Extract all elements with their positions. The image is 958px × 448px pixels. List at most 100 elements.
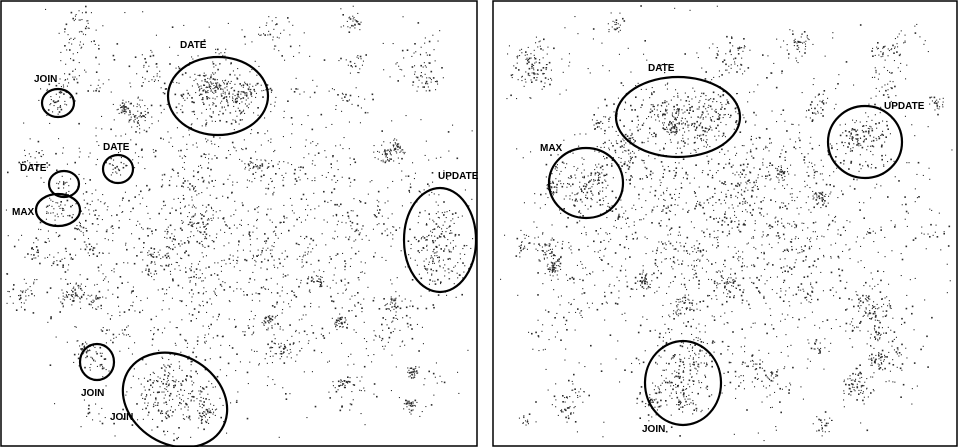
data-point — [375, 335, 377, 337]
data-point — [110, 226, 112, 228]
data-point — [401, 179, 403, 181]
data-point — [66, 296, 69, 298]
data-point — [151, 230, 153, 233]
data-point — [275, 234, 277, 236]
data-point — [709, 197, 711, 199]
data-point — [45, 8, 47, 10]
data-point — [142, 259, 144, 261]
data-point — [237, 68, 239, 70]
data-point — [388, 308, 390, 310]
data-point — [248, 233, 250, 235]
data-point — [409, 228, 411, 231]
data-point — [298, 176, 300, 178]
data-point — [751, 355, 753, 357]
data-point — [399, 345, 401, 347]
data-point — [784, 205, 787, 207]
data-point — [219, 137, 221, 139]
data-point — [103, 203, 105, 205]
data-point — [157, 328, 159, 331]
data-point — [656, 363, 658, 365]
data-point — [351, 295, 353, 297]
data-point — [679, 147, 681, 149]
data-point — [180, 388, 182, 390]
data-point — [130, 86, 132, 88]
data-point — [124, 113, 126, 115]
data-point — [76, 294, 78, 297]
data-point — [196, 340, 199, 342]
data-point — [218, 114, 220, 116]
data-point — [229, 345, 231, 347]
data-point — [231, 141, 234, 144]
data-point — [309, 55, 311, 57]
data-point — [200, 85, 202, 87]
data-point — [174, 246, 176, 248]
data-point — [395, 297, 397, 299]
data-point — [53, 256, 55, 258]
data-point — [782, 109, 785, 111]
data-point — [141, 358, 144, 361]
data-point — [369, 181, 371, 183]
data-point — [62, 209, 64, 211]
data-point — [199, 400, 201, 402]
data-point — [756, 363, 758, 365]
data-point — [255, 164, 257, 166]
data-point — [157, 410, 160, 412]
data-point — [101, 367, 104, 370]
data-point — [296, 258, 298, 260]
data-point — [839, 234, 842, 236]
data-point — [418, 215, 420, 217]
data-point — [141, 393, 143, 395]
data-point — [243, 109, 245, 111]
data-point — [107, 313, 109, 315]
data-point — [422, 86, 424, 88]
data-point — [609, 334, 612, 336]
data-point — [677, 204, 679, 206]
data-point — [184, 72, 187, 74]
data-point — [426, 245, 428, 247]
data-point — [142, 228, 144, 230]
data-point — [93, 359, 95, 361]
data-point — [654, 259, 657, 261]
data-point — [155, 34, 157, 36]
data-point — [393, 226, 395, 228]
data-point — [102, 194, 104, 196]
data-point — [195, 370, 197, 373]
data-point — [317, 152, 320, 154]
data-point — [176, 82, 178, 84]
data-point — [166, 237, 168, 239]
data-point — [310, 142, 312, 144]
data-point — [206, 141, 208, 143]
data-point — [139, 223, 141, 225]
data-point — [365, 348, 367, 350]
data-point — [787, 314, 789, 316]
data-point — [287, 162, 289, 164]
data-point — [53, 105, 55, 107]
data-point — [197, 292, 200, 294]
data-point — [180, 384, 183, 386]
data-point — [160, 265, 162, 267]
data-point — [917, 161, 920, 164]
data-point — [391, 120, 393, 122]
data-point — [242, 234, 244, 236]
data-point — [682, 208, 684, 210]
data-point — [62, 183, 65, 186]
data-point — [153, 327, 155, 329]
data-point — [711, 158, 713, 160]
data-point — [55, 202, 57, 204]
data-point — [26, 175, 28, 177]
data-point — [914, 188, 916, 190]
data-point — [275, 24, 277, 26]
data-point — [184, 251, 186, 254]
data-point — [134, 152, 136, 154]
data-point — [24, 155, 26, 157]
data-point — [258, 364, 260, 366]
data-point — [79, 19, 81, 21]
data-point — [602, 270, 604, 272]
data-point — [290, 351, 292, 353]
data-point — [261, 165, 264, 167]
data-point — [275, 96, 277, 98]
data-point — [619, 381, 621, 383]
data-point — [735, 195, 737, 197]
data-point — [197, 84, 199, 86]
data-point — [410, 402, 413, 404]
